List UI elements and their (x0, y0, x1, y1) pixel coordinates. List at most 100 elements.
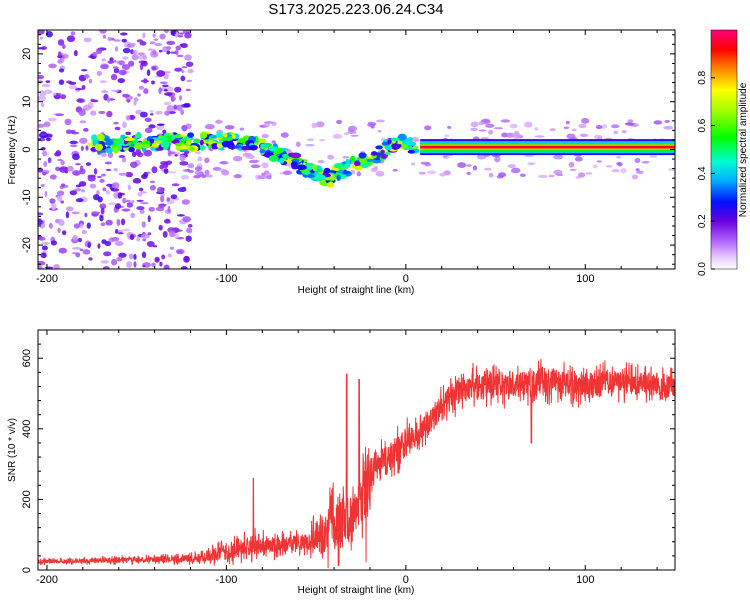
noise-blob (143, 88, 149, 95)
noise-blob (142, 32, 146, 39)
noise-blob (139, 111, 148, 118)
noise-blob (174, 233, 180, 239)
noise-blob (152, 33, 156, 38)
haze-blob (510, 167, 521, 174)
noise-blob (69, 140, 78, 145)
noise-blob (79, 223, 84, 229)
noise-blob (180, 266, 188, 269)
haze-blob (512, 132, 522, 139)
haze-blob (470, 121, 479, 128)
signal-blob (216, 131, 223, 139)
noise-blob (118, 60, 125, 66)
noise-blob (89, 183, 97, 189)
haze-blob (280, 132, 289, 138)
noise-blob (151, 80, 155, 85)
haze-blob (581, 117, 590, 124)
signal-blob (94, 143, 103, 151)
noise-blob (146, 240, 155, 247)
noise-blob (179, 154, 186, 162)
noise-blob (174, 49, 179, 56)
noise-blob (101, 173, 106, 177)
noise-blob (61, 183, 66, 187)
haze-blob (204, 169, 210, 176)
haze-blob (631, 174, 639, 180)
noise-blob (132, 178, 142, 184)
signal-blob (359, 158, 367, 164)
haze-blob (261, 162, 269, 169)
noise-blob (71, 170, 81, 176)
noise-blob (125, 199, 131, 203)
noise-blob (79, 137, 88, 144)
noise-blob (58, 79, 65, 85)
haze-blob (375, 170, 385, 177)
noise-blob (152, 49, 157, 56)
signal-blob (187, 132, 195, 138)
noise-blob (112, 66, 119, 69)
spectrogram-y-axis-label: Frequency (Hz) (7, 116, 18, 185)
noise-blob (185, 61, 194, 67)
noise-blob (176, 104, 183, 111)
haze-blob (613, 130, 618, 135)
haze-blob (317, 160, 325, 164)
noise-blob (163, 30, 169, 34)
signal-blob (134, 142, 145, 150)
noise-blob (130, 212, 135, 219)
haze-blob (442, 155, 448, 159)
noise-blob (114, 203, 122, 210)
noise-blob (65, 206, 74, 212)
noise-blob (113, 167, 118, 172)
noise-blob (167, 205, 171, 213)
noise-blob (130, 42, 136, 47)
noise-blob (167, 149, 172, 157)
noise-blob (162, 129, 167, 134)
haze-blob (224, 125, 235, 130)
noise-blob (180, 75, 186, 82)
haze-blob (263, 123, 271, 128)
haze-blob (596, 160, 602, 163)
signal-blob (407, 150, 415, 154)
noise-blob (41, 242, 50, 245)
haze-blob (470, 127, 478, 131)
noise-blob (181, 199, 191, 205)
noise-blob (72, 234, 78, 242)
noise-blob (38, 123, 45, 128)
signal-blob (149, 138, 155, 144)
signal-blob (291, 158, 300, 163)
noise-blob (69, 144, 78, 148)
signal-blob (304, 162, 316, 170)
haze-blob (478, 121, 485, 126)
carrier-line (420, 145, 675, 149)
noise-blob (155, 206, 165, 212)
haze-blob (577, 172, 586, 178)
noise-blob (105, 219, 113, 226)
noise-blob (117, 232, 124, 235)
haze-blob (636, 170, 644, 174)
y-tick-label: 20 (21, 48, 33, 60)
noise-blob (58, 219, 65, 226)
haze-blob (605, 165, 613, 168)
noise-blob (121, 64, 131, 70)
noise-blob (84, 212, 88, 218)
haze-blob (194, 166, 203, 172)
noise-blob (174, 67, 183, 72)
haze-blob (420, 161, 431, 165)
haze-blob (206, 174, 213, 178)
haze-blob (493, 127, 504, 130)
noise-blob (45, 137, 51, 142)
haze-blob (221, 169, 230, 176)
noise-blob (83, 127, 89, 132)
noise-blob (106, 110, 113, 118)
haze-blob (311, 122, 318, 129)
signal-blob (316, 174, 326, 181)
noise-blob (155, 110, 163, 115)
haze-blob (266, 175, 272, 180)
noise-blob (151, 66, 157, 71)
signal-blob (248, 144, 258, 151)
x-tick-label: -100 (215, 273, 237, 285)
noise-blob (45, 80, 51, 84)
noise-blob (181, 66, 188, 69)
noise-blob (154, 42, 163, 47)
noise-blob (159, 164, 164, 170)
haze-blob (617, 161, 623, 167)
noise-blob (138, 85, 145, 90)
